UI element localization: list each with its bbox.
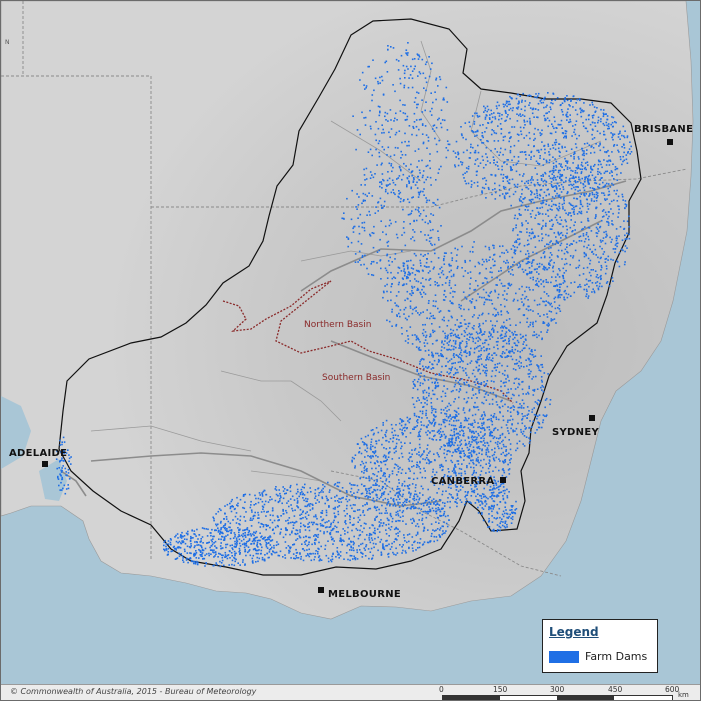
farm-dams-layer [55, 42, 633, 568]
farm-dams-legend-label: Farm Dams [585, 650, 648, 663]
sydney-marker [589, 415, 595, 421]
scale-bar [442, 695, 673, 700]
adelaide-label: ADELAIDE [9, 448, 67, 459]
spencer-gulf [1, 396, 31, 469]
melbourne-marker [318, 587, 324, 593]
melbourne-label: MELBOURNE [328, 589, 401, 600]
southern-basin-label: Southern Basin [322, 373, 390, 383]
brisbane-label: BRISBANE [634, 124, 693, 135]
farm-dams-swatch [549, 651, 579, 663]
map-footer: © Commonwealth of Australia, 2015 - Bure… [1, 684, 700, 700]
copyright-text: © Commonwealth of Australia, 2015 - Bure… [10, 687, 257, 696]
scale-tick-label: 300 [550, 685, 565, 694]
north-arrow-icon: N [5, 39, 10, 46]
scale-tick-label: 600 [665, 685, 680, 694]
state-borders [1, 1, 688, 577]
scale-segment [443, 696, 500, 700]
canberra-label: CANBERRA [431, 476, 494, 487]
map-canvas: Northern Basin Southern Basin BRISBANE S… [1, 1, 694, 620]
sydney-label: SYDNEY [552, 427, 599, 438]
scale-tick-label: 0 [439, 685, 444, 694]
scale-tick-label: 150 [493, 685, 508, 694]
northern-basin-label: Northern Basin [304, 320, 371, 330]
canberra-marker [500, 477, 506, 483]
basin-divide-line [222, 280, 514, 404]
basin-outline [58, 18, 642, 576]
legend-title: Legend [549, 625, 599, 639]
adelaide-marker [42, 461, 48, 467]
scale-unit-label: km [678, 691, 689, 699]
australia-landmass [1, 1, 694, 620]
scale-segment [557, 696, 614, 700]
legend-box: Legend Farm Dams [542, 619, 658, 673]
brisbane-marker [667, 139, 673, 145]
scale-tick-label: 450 [608, 685, 623, 694]
